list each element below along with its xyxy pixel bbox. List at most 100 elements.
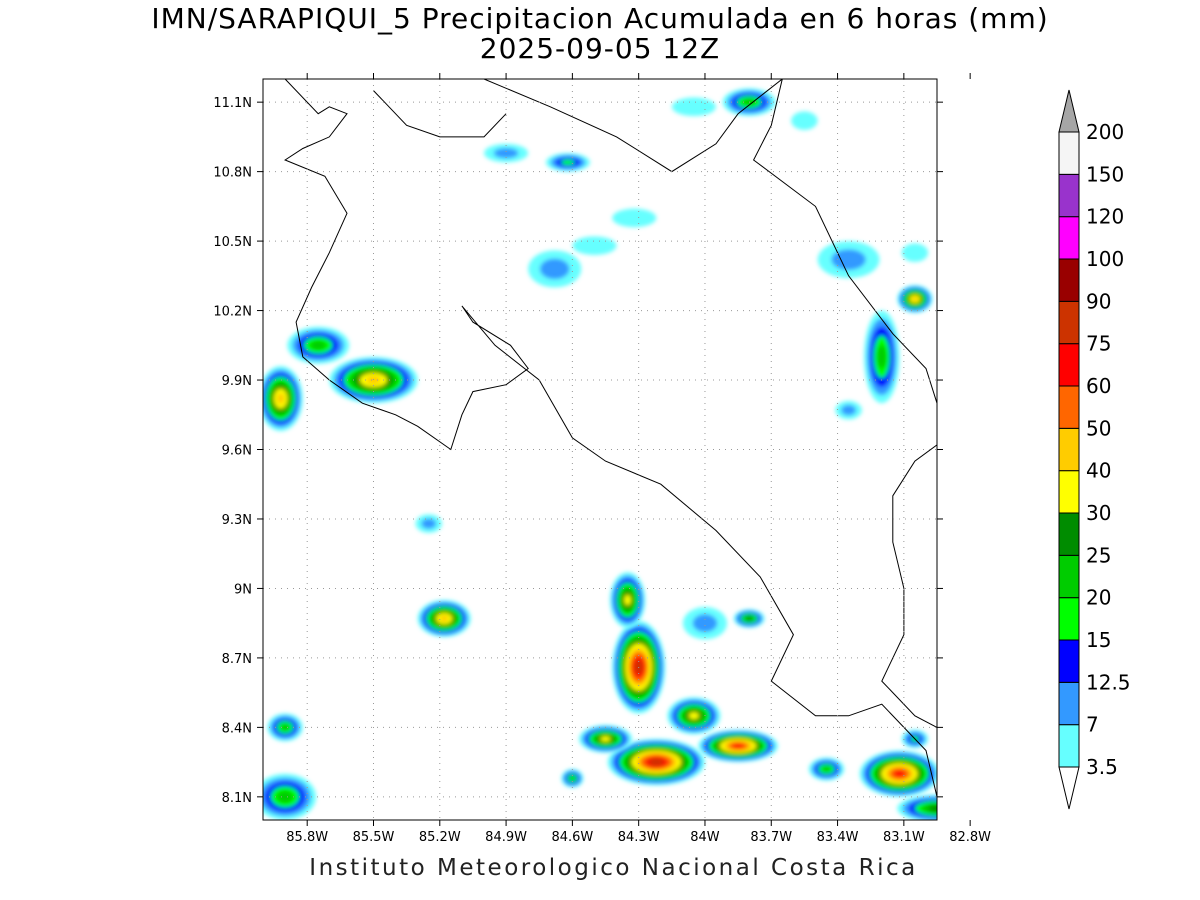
x-tick-label: 84.9W: [485, 830, 527, 845]
colorbar-swatch-10: [1058, 300, 1080, 345]
y-tick-label: 9.9N: [222, 374, 252, 389]
coastline: [284, 79, 937, 798]
y-tick-label: 8.7N: [222, 652, 252, 667]
y-tick-label: 10.5N: [213, 235, 252, 250]
rain-cell: [579, 725, 633, 753]
colorbar-label: 50: [1086, 416, 1111, 440]
colorbar-swatch-11: [1058, 258, 1080, 302]
rain-level-4: [280, 723, 290, 731]
lon-axis: 85.8W 85.5W 85.2W 84.9W 84.6W 84.3W 84W 83.7W 83…: [286, 73, 991, 845]
rain-level-4: [822, 766, 832, 773]
rain-cell: [808, 757, 845, 781]
x-tick-label: 85.8W: [286, 830, 328, 845]
rain-cell: [667, 697, 721, 735]
lat-lon-grid: [263, 79, 937, 820]
colorbar-swatch-9: [1058, 343, 1080, 387]
colorbar-swatch-13: [1058, 173, 1080, 218]
rain-level-5: [928, 805, 937, 812]
colorbar-swatch-4: [1058, 554, 1080, 599]
colorbar-label: 12.5: [1086, 670, 1131, 694]
rain-level-7: [276, 393, 285, 405]
rain-level-0: [572, 236, 617, 255]
rain-cell: [897, 285, 933, 313]
x-tick-label: 85.2W: [419, 830, 461, 845]
rain-level-7: [365, 376, 382, 384]
y-tick-label: 11.1N: [213, 96, 252, 111]
lat-axis: 8.1N 8.4N 8.7N 9N 9.3N 9.6N 9.9N 10.2N 10.5N 10.8…: [213, 96, 943, 806]
rain-cell: [572, 236, 617, 255]
rain-cell: [817, 241, 880, 279]
colorbar-swatch-0: [1058, 724, 1080, 768]
rain-level-5: [745, 616, 753, 621]
rain-cell: [545, 153, 591, 172]
y-tick-label: 9N: [234, 582, 252, 597]
rain-cell: [897, 794, 937, 820]
footer-credit: Instituto Meteorologico Nacional Costa R…: [309, 855, 918, 881]
y-tick-label: 8.1N: [222, 791, 252, 806]
rain-level-0: [901, 243, 929, 262]
colorbar-swatch-2: [1058, 639, 1080, 683]
rain-level-3: [561, 159, 575, 166]
colorbar-label: 40: [1086, 459, 1111, 483]
rain-cell: [733, 609, 765, 628]
colorbar-swatch-14: [1058, 131, 1080, 175]
x-tick-label: 85.5W: [353, 830, 395, 845]
rain-cell: [859, 750, 937, 797]
rain-cell: [483, 143, 529, 163]
rain-cell: [528, 250, 582, 288]
rain-cell: [417, 600, 471, 638]
rain-level-1: [421, 518, 437, 529]
x-tick-label: 83.7W: [750, 830, 792, 845]
colorbar-label: 120: [1086, 205, 1124, 229]
rain-level-1: [493, 147, 519, 159]
colorbar-label: 150: [1086, 162, 1124, 186]
colorbar-label: 30: [1086, 501, 1111, 525]
colorbar-swatch-3: [1058, 597, 1080, 641]
colorbar-label: 7: [1086, 713, 1099, 737]
colorbar-swatch-6: [1058, 470, 1080, 514]
colorbar-swatch-7: [1058, 427, 1080, 472]
y-tick-label: 10.8N: [213, 166, 252, 181]
rain-cell: [612, 208, 657, 228]
rain-cell: [415, 514, 442, 533]
rain-level-6: [624, 594, 632, 606]
rain-cell: [698, 729, 778, 763]
colorbar-bottom-arrow: [1058, 766, 1080, 810]
rain-level-0: [791, 111, 818, 130]
colorbar-label: 3.5: [1086, 755, 1118, 779]
rain-level-6: [600, 736, 611, 742]
colorbar-label: 100: [1086, 247, 1124, 271]
y-tick-label: 9.6N: [222, 444, 252, 459]
colorbar-label: 25: [1086, 543, 1111, 567]
colorbar-label: 75: [1086, 332, 1111, 356]
rain-cell: [287, 326, 350, 364]
rain-cell: [609, 572, 646, 628]
colorbar-swatch-1: [1058, 681, 1080, 726]
colorbar-swatch-12: [1058, 216, 1080, 260]
x-tick-label: 84W: [690, 830, 720, 845]
rain-level-9: [732, 743, 745, 749]
colorbar-label: 60: [1086, 374, 1111, 398]
map-subtitle: 2025-09-05 12Z: [479, 32, 721, 65]
coastline: [752, 79, 937, 404]
x-tick-label: 84.6W: [551, 830, 593, 845]
rain-level-6: [688, 712, 699, 720]
rain-level-4: [569, 775, 576, 781]
rain-level-1: [692, 614, 718, 633]
coastline: [373, 90, 507, 138]
rain-level-1: [539, 258, 570, 280]
colorbar-label: 15: [1086, 628, 1111, 652]
y-tick-label: 9.3N: [222, 513, 252, 528]
rain-cell: [561, 769, 584, 788]
x-tick-label: 83.1W: [883, 830, 925, 845]
rain-level-10: [649, 758, 664, 766]
x-tick-label: 82.8W: [949, 830, 991, 845]
colorbar-top-arrow: [1058, 89, 1080, 133]
x-tick-label: 83.4W: [817, 830, 859, 845]
rain-cell: [864, 310, 900, 404]
colorbar-swatch-5: [1058, 512, 1080, 556]
colorbar-swatch-8: [1058, 385, 1080, 429]
rain-cell: [263, 773, 317, 820]
rain-level-7: [911, 296, 918, 302]
rain-level-7: [439, 615, 449, 622]
